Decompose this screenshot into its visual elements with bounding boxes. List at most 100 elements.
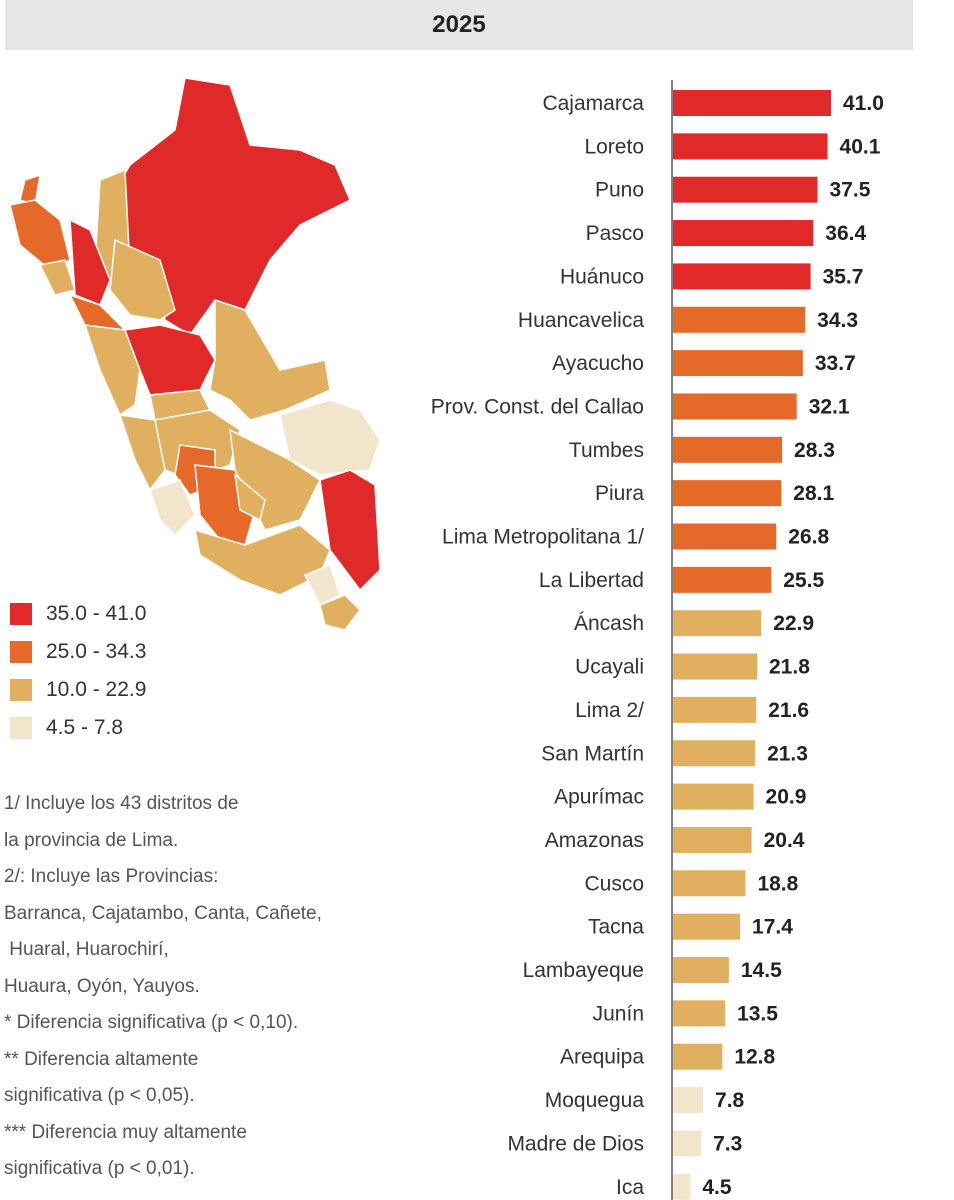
legend-swatch-mid-high (10, 641, 32, 663)
map-region-ucayali (209, 298, 331, 421)
value-label: 14.5 (741, 959, 782, 982)
map-region-piura (9, 199, 71, 271)
map-region-moquegua (303, 564, 341, 607)
value-label: 28.1 (793, 482, 834, 505)
footnotes: 1/ Incluye los 43 distritos de la provin… (4, 786, 424, 1188)
bar (673, 306, 806, 333)
map-region-lima (118, 414, 166, 492)
footnote-line: * Diferencia significativa (p < 0,10). (4, 1012, 299, 1033)
category-label: Huánuco (560, 265, 644, 288)
footnote-line: la provincia de Lima. (4, 829, 179, 851)
value-label: 33.7 (815, 352, 856, 375)
bar (673, 740, 756, 767)
category-label: San Martín (541, 742, 644, 765)
value-label: 28.3 (794, 439, 835, 462)
footnote-line: *** Diferencia muy altamente (4, 1121, 247, 1143)
value-label: 34.3 (817, 309, 858, 332)
category-label: Lambayeque (523, 959, 644, 982)
value-label: 4.5 (702, 1176, 732, 1199)
category-label: Ica (616, 1176, 644, 1199)
category-label: Junín (593, 1002, 644, 1025)
bar (673, 176, 818, 203)
legend-item: 4.5 - 7.8 (10, 709, 146, 747)
legend-label: 35.0 - 41.0 (46, 602, 147, 625)
value-label: 7.3 (713, 1132, 742, 1155)
category-label: Lima 2/ (575, 699, 644, 722)
value-label: 26.8 (788, 526, 829, 549)
legend-label: 4.5 - 7.8 (46, 716, 124, 739)
bar (673, 783, 754, 810)
value-label: 40.1 (840, 135, 881, 158)
footnote-line: Barranca, Cajatambo, Canta, Cañete, (4, 902, 322, 924)
bar (673, 220, 814, 247)
bar (673, 1000, 726, 1027)
legend-swatch-low (10, 717, 32, 739)
category-label: Cusco (584, 872, 644, 895)
category-label: Apurímac (554, 786, 644, 809)
category-label: Amazonas (545, 829, 644, 852)
category-label: Huancavelica (518, 309, 644, 332)
category-label: Moquegua (545, 1089, 645, 1112)
bar (673, 393, 797, 420)
footnote-line: 1/ Incluye los 43 distritos de (4, 793, 239, 814)
category-label: Tumbes (569, 439, 644, 462)
category-label: Puno (595, 179, 644, 202)
value-label: 13.5 (737, 1002, 778, 1025)
chart-title: 2025 (432, 11, 486, 38)
bar (673, 133, 828, 160)
footnote-line: Huaral, Huarochirí, (4, 939, 169, 960)
legend-label: 10.0 - 22.9 (46, 678, 147, 701)
bar (673, 610, 762, 637)
category-label: Arequipa (560, 1046, 644, 1069)
legend-swatch-high (10, 603, 32, 625)
bar (673, 480, 782, 507)
chart-header: 2025 (5, 0, 913, 50)
value-label: 7.8 (715, 1089, 745, 1112)
value-label: 20.9 (766, 786, 807, 809)
value-label: 21.3 (767, 742, 808, 765)
map-legend: 35.0 - 41.0 25.0 - 34.3 10.0 - 22.9 4.5 … (10, 595, 146, 747)
bar (673, 1173, 691, 1200)
map-region-ica (149, 479, 196, 537)
map-region-junin (154, 409, 241, 481)
value-label: 20.4 (764, 829, 805, 852)
category-label: Ayacucho (552, 352, 644, 375)
legend-label: 25.0 - 34.3 (46, 640, 147, 663)
bar (673, 1130, 702, 1157)
legend-item: 10.0 - 22.9 (10, 671, 146, 709)
category-label: Prov. Const. del Callao (431, 395, 644, 418)
value-label: 12.8 (734, 1046, 775, 1069)
legend-item: 25.0 - 34.3 (10, 633, 146, 671)
category-label: Ucayali (575, 656, 644, 679)
footnote-line: significativa (p < 0,05). (4, 1085, 195, 1106)
bar (673, 566, 772, 593)
value-label: 25.5 (783, 569, 824, 592)
category-label: Lima Metropolitana 1/ (442, 526, 644, 549)
footnote-line: significativa (p < 0,01). (4, 1158, 195, 1179)
map-region-apurimac (233, 473, 266, 522)
bar (673, 957, 729, 983)
category-label: Madre de Dios (507, 1132, 644, 1155)
bar (673, 350, 803, 377)
value-label: 35.7 (823, 265, 864, 288)
map-region-tacna (319, 594, 361, 631)
bar (673, 653, 758, 680)
footnote-line: 2/: Incluye las Provincias: (4, 866, 219, 887)
bar (673, 696, 757, 723)
map-region-san-martin (109, 238, 176, 321)
bar (673, 1087, 704, 1114)
value-label: 17.4 (752, 916, 793, 939)
bar (673, 436, 783, 463)
map-region-huanuco (123, 324, 216, 396)
category-label: Pasco (586, 222, 644, 245)
value-label: 37.5 (830, 179, 871, 202)
category-label: Loreto (584, 135, 644, 158)
legend-item: 35.0 - 41.0 (10, 595, 146, 633)
bar (673, 913, 741, 940)
bar (673, 1043, 723, 1070)
category-label: Tacna (588, 916, 644, 939)
bar (673, 90, 831, 116)
category-label: Cajamarca (542, 92, 644, 115)
value-label: 18.8 (757, 872, 798, 895)
